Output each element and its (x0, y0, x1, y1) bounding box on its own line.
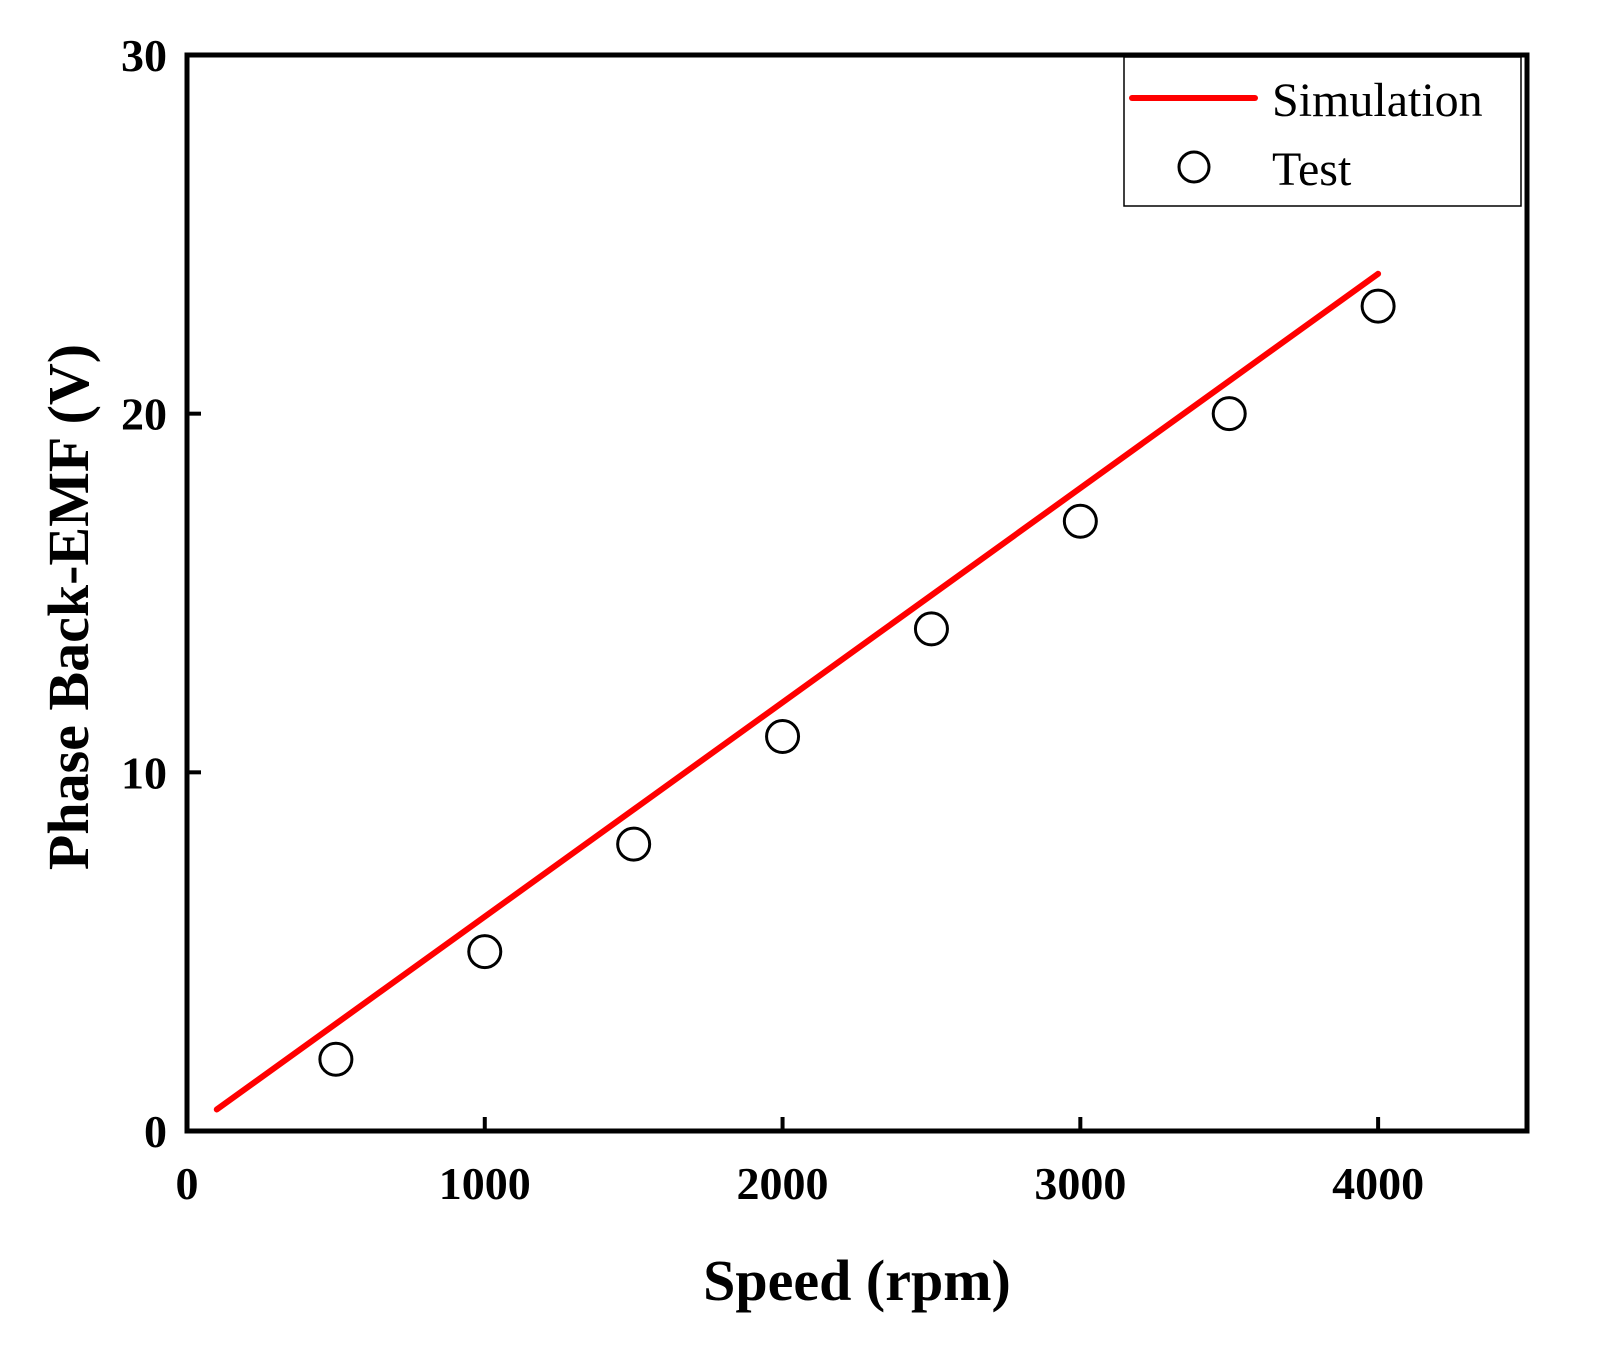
test-point (765, 718, 801, 754)
test-point (616, 826, 652, 862)
x-tick-label: 3000 (1034, 1158, 1126, 1209)
legend: Simulation Test (1123, 56, 1522, 207)
y-tick-label: 0 (144, 1106, 167, 1157)
test-point (1360, 288, 1396, 324)
legend-label-simulation: Simulation (1272, 74, 1483, 127)
x-tick-label: 4000 (1332, 1158, 1424, 1209)
y-tick-label: 30 (121, 30, 167, 81)
test-point (318, 1041, 354, 1077)
test-point (913, 611, 949, 647)
y-axis-ticks: 0 10 20 30 (121, 30, 201, 1157)
x-tick-label: 0 (176, 1158, 199, 1209)
test-point (1211, 396, 1247, 432)
x-tick-label: 1000 (439, 1158, 531, 1209)
plot-frame (184, 52, 1530, 1134)
legend-label-test: Test (1272, 143, 1352, 196)
test-point (467, 934, 503, 970)
test-point (1062, 503, 1098, 539)
y-tick-label: 20 (121, 389, 167, 440)
legend-test-marker (1177, 150, 1211, 184)
series-simulation-line (213, 270, 1382, 1113)
y-tick-label: 10 (121, 747, 167, 798)
plot-layer (213, 270, 1396, 1113)
x-tick-label: 2000 (737, 1158, 829, 1209)
x-axis-title: Speed (rpm) (703, 1248, 1011, 1313)
y-axis-title: Phase Back-EMF (V) (36, 344, 101, 870)
x-axis-ticks: 0 1000 2000 3000 4000 (176, 1117, 1424, 1209)
